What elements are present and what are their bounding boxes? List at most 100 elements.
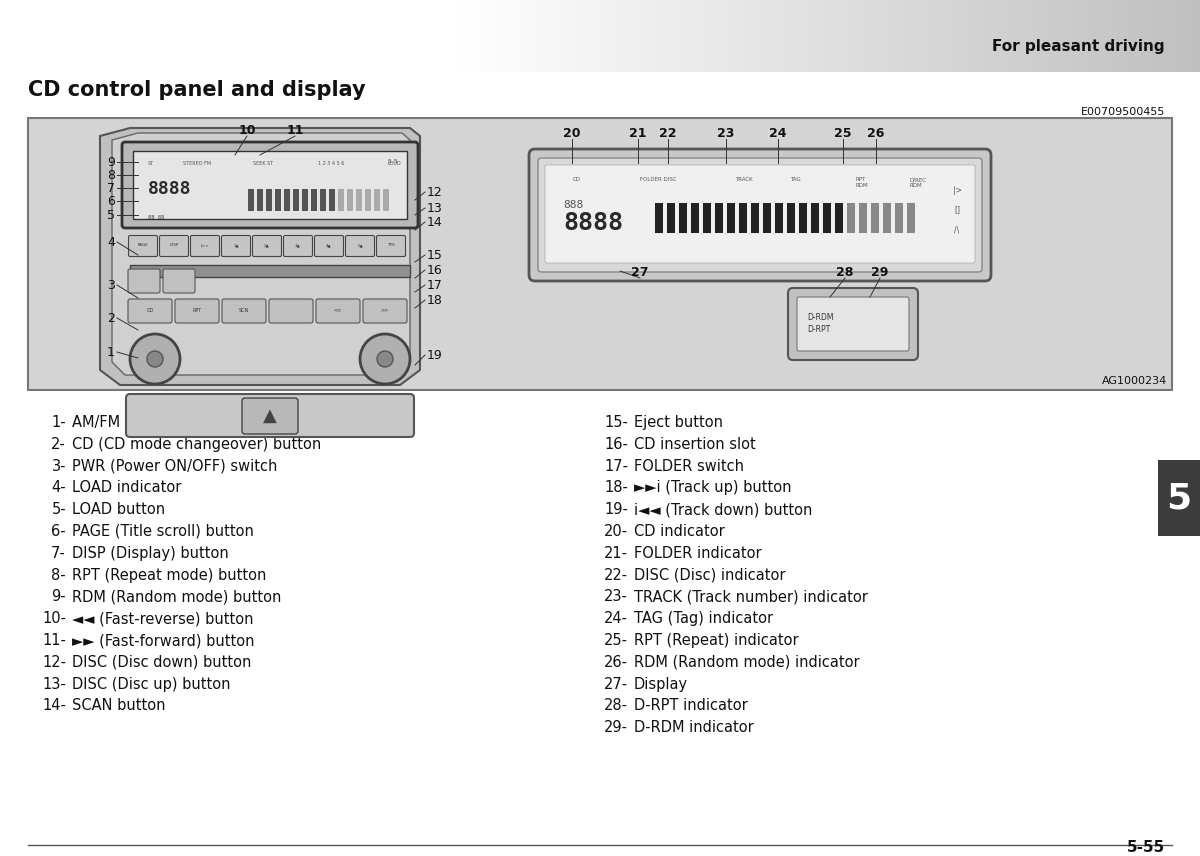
Text: RDM (Random mode) button: RDM (Random mode) button	[72, 590, 281, 604]
Bar	[716, 0, 719, 72]
Text: 8888: 8888	[563, 211, 623, 235]
Bar	[667, 203, 674, 233]
FancyBboxPatch shape	[128, 269, 160, 293]
Bar	[840, 0, 842, 72]
Bar	[482, 0, 485, 72]
Bar	[1120, 0, 1122, 72]
Bar	[646, 0, 648, 72]
Bar	[874, 0, 877, 72]
Text: 26: 26	[868, 127, 884, 140]
Bar	[594, 0, 598, 72]
Circle shape	[377, 351, 394, 367]
Bar	[580, 0, 582, 72]
Text: RPT
RDM: RPT RDM	[854, 177, 868, 187]
Bar	[610, 0, 612, 72]
Bar	[338, 189, 344, 211]
Bar	[864, 0, 868, 72]
Bar	[593, 0, 595, 72]
Bar	[470, 0, 474, 72]
Bar	[692, 0, 695, 72]
Bar	[559, 0, 562, 72]
Bar	[787, 203, 796, 233]
Text: ►►i (Track up) button: ►►i (Track up) button	[634, 480, 792, 496]
Bar	[1123, 0, 1126, 72]
Text: LOAD indicator: LOAD indicator	[72, 480, 181, 496]
Bar	[863, 0, 865, 72]
Bar	[688, 0, 691, 72]
Bar	[900, 0, 902, 72]
Text: 26-: 26-	[604, 655, 628, 669]
Text: D-RDM: D-RDM	[808, 312, 834, 322]
Text: |>: |>	[953, 186, 961, 194]
Bar	[710, 0, 714, 72]
FancyBboxPatch shape	[222, 235, 251, 257]
Bar	[1018, 0, 1021, 72]
Bar	[547, 0, 551, 72]
Text: 28: 28	[836, 265, 853, 278]
Text: ►► (Fast-forward) button: ►► (Fast-forward) button	[72, 633, 254, 648]
Bar	[1043, 0, 1045, 72]
Bar	[460, 0, 462, 72]
Text: 20-: 20-	[604, 524, 628, 539]
Bar	[1066, 0, 1068, 72]
Text: 27-: 27-	[604, 676, 628, 692]
Text: 25-: 25-	[604, 633, 628, 648]
Bar	[844, 0, 847, 72]
Bar	[1006, 0, 1008, 72]
Bar	[632, 0, 635, 72]
Text: 8888: 8888	[148, 180, 192, 198]
Bar	[550, 0, 552, 72]
Text: CD indicator: CD indicator	[634, 524, 725, 539]
Text: STEREO FM: STEREO FM	[182, 161, 211, 166]
Bar	[1117, 0, 1121, 72]
Bar	[734, 0, 738, 72]
Text: 19: 19	[427, 348, 443, 361]
Text: 29-: 29-	[604, 720, 628, 735]
Bar	[1112, 0, 1115, 72]
Bar	[902, 0, 905, 72]
Bar	[962, 0, 965, 72]
Bar	[1080, 0, 1082, 72]
Text: TAG (Tag) indicator: TAG (Tag) indicator	[634, 611, 773, 627]
Text: AM/FM button: AM/FM button	[72, 415, 173, 430]
Bar	[799, 0, 802, 72]
Bar	[666, 0, 668, 72]
Bar	[576, 0, 578, 72]
Bar	[1009, 0, 1012, 72]
Bar	[684, 0, 688, 72]
Bar	[960, 0, 962, 72]
Bar	[958, 0, 961, 72]
Bar	[616, 0, 618, 72]
Bar	[994, 0, 997, 72]
Bar	[546, 0, 548, 72]
FancyBboxPatch shape	[283, 235, 312, 257]
Bar	[1172, 0, 1175, 72]
Text: 18: 18	[427, 294, 443, 306]
Text: 12-: 12-	[42, 655, 66, 669]
Bar	[1040, 0, 1044, 72]
Bar	[658, 0, 661, 72]
Bar	[715, 203, 722, 233]
Text: PAGE: PAGE	[138, 243, 149, 247]
Bar	[904, 0, 907, 72]
Bar	[803, 0, 805, 72]
FancyBboxPatch shape	[529, 149, 991, 281]
Bar	[907, 203, 916, 233]
Bar	[988, 0, 991, 72]
Text: SEEK ST: SEEK ST	[253, 161, 274, 166]
Bar	[1151, 0, 1154, 72]
Text: []: []	[954, 205, 960, 215]
Bar	[806, 0, 809, 72]
FancyBboxPatch shape	[252, 235, 282, 257]
Bar	[691, 203, 698, 233]
Bar	[667, 0, 671, 72]
Bar	[943, 0, 946, 72]
Text: 17: 17	[427, 278, 443, 292]
Bar	[1166, 0, 1169, 72]
Bar	[587, 0, 589, 72]
Text: 27: 27	[631, 265, 649, 278]
Bar	[504, 0, 508, 72]
Bar	[913, 0, 916, 72]
Bar	[641, 0, 644, 72]
Bar	[643, 0, 646, 72]
